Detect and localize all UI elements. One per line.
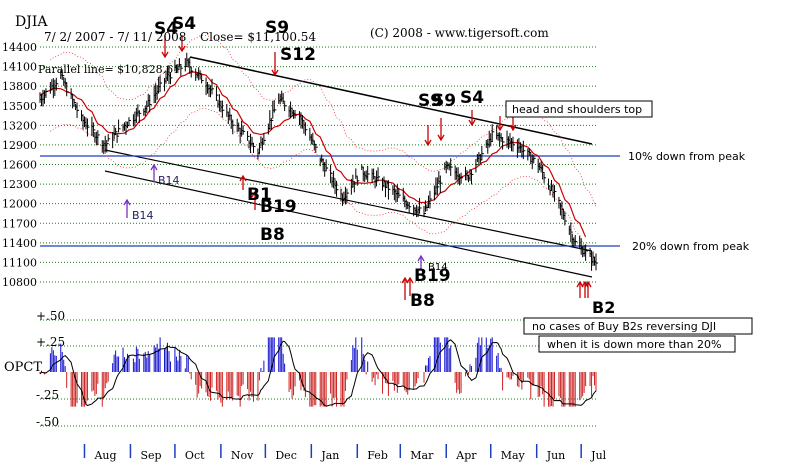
sell-arrow-head — [271, 69, 279, 77]
opct-tick-m50: -.50 — [36, 415, 59, 429]
sell-arrow-head — [437, 134, 445, 142]
opct-indicator — [39, 319, 597, 427]
month-label: May — [501, 449, 526, 462]
signal-b14-b: B14 — [158, 174, 180, 187]
upper-trendline — [189, 56, 593, 145]
price-tick-label: 11100 — [2, 256, 37, 269]
note-line-2: when it is down more than 20% — [547, 338, 721, 351]
month-label: Nov — [231, 449, 254, 462]
month-label: Mar — [410, 449, 434, 462]
signal-b14-c: B14 — [428, 262, 448, 273]
trend-channel — [40, 56, 620, 278]
buy-arrow-head — [251, 190, 259, 198]
signal-b2: B2 — [592, 298, 615, 317]
upper-band — [50, 34, 597, 208]
price-tick-label: 12600 — [2, 159, 37, 172]
opct-label: OPCT — [4, 360, 42, 375]
sell-arrow-head — [161, 51, 169, 59]
note-box-1 — [523, 317, 753, 335]
price-tick-label: 13200 — [2, 119, 37, 132]
month-label: Oct — [185, 449, 205, 462]
ten-percent-label: 10% down from peak — [628, 150, 746, 163]
signal-s9-c: S9 — [432, 91, 456, 111]
opct-tick-p25: +.25 — [36, 335, 65, 349]
opct-tick-p50: +.50 — [36, 309, 65, 323]
price-tick-label: 13500 — [2, 100, 37, 113]
moving-average — [39, 71, 587, 238]
signal-s4-b: S4 — [172, 14, 196, 34]
buy-arrow-head — [406, 276, 414, 284]
price-tick-label: 11400 — [2, 237, 37, 250]
signal-s4-c: S4 — [460, 88, 484, 108]
buy-arrow-head — [576, 280, 584, 288]
sell-arrow-head — [424, 139, 432, 147]
month-label: Apr — [455, 449, 477, 462]
signal-arrows — [123, 35, 592, 300]
month-label: Jun — [546, 449, 566, 462]
price-tick-label: 10800 — [2, 276, 37, 289]
date-range: 7/ 2/ 2007 - 7/ 11/ 2008 — [44, 30, 186, 44]
month-label: Sep — [140, 449, 161, 462]
head-shoulders-label: head and shoulders top — [512, 103, 642, 116]
price-tick-label: 12300 — [2, 178, 37, 191]
signal-b19-b: B19 — [414, 266, 451, 286]
head-shoulders-box — [505, 100, 653, 118]
parallel-line-label: Parallel line= $10,828.61 — [38, 63, 180, 76]
sell-arrow-head — [178, 45, 186, 53]
month-axis: Aug Sep Oct Nov Dec Jan Feb Mar Apr May Jun Jul — [83, 444, 607, 462]
signal-s12: S12 — [280, 45, 316, 65]
price-tick-label: 14100 — [2, 61, 37, 74]
middle-trendline — [104, 149, 593, 252]
signal-b8-a: B8 — [260, 225, 285, 245]
price-tick-label: 13800 — [2, 80, 37, 93]
twenty-percent-label: 20% down from peak — [632, 240, 750, 253]
signal-b14-a: B14 — [132, 209, 154, 222]
price-bars — [39, 52, 598, 271]
buy-arrow-b14-head — [123, 198, 131, 206]
price-axis: 14400 14100 13800 13500 13200 12900 12600 12300… — [2, 41, 37, 289]
note-line-1: no cases of Buy B2s reversing DJI — [532, 320, 716, 333]
signal-b1: B1 — [247, 185, 272, 205]
buy-arrow-head — [401, 276, 409, 284]
month-label: Dec — [275, 449, 297, 462]
ma-line — [39, 71, 587, 238]
price-tick-label: 14400 — [2, 41, 37, 54]
month-label: Aug — [93, 449, 116, 462]
buy-arrow-head — [584, 280, 592, 288]
signal-b8-b: B8 — [410, 291, 435, 311]
lower-trendline — [104, 170, 593, 278]
month-label: Jan — [320, 449, 339, 462]
price-tick-label: 12900 — [2, 139, 37, 152]
buy-arrow-b14-head — [417, 254, 425, 262]
opct-signal-line — [39, 339, 597, 407]
signal-s9-b: S9 — [418, 91, 442, 111]
signal-b19-a: B19 — [260, 197, 297, 217]
signal-s4-a: S4 — [154, 19, 178, 39]
sell-arrow-head — [509, 124, 517, 132]
sell-arrow-head — [496, 124, 504, 132]
price-gridlines — [40, 46, 596, 283]
opct-tick-m25: -.25 — [36, 388, 59, 402]
close-price: Close= $11,100.54 — [200, 30, 316, 44]
signal-s9-a: S9 — [265, 18, 289, 38]
note-box-2 — [538, 335, 736, 353]
price-tick-label: 12000 — [2, 198, 37, 211]
chart-title: DJIA — [15, 14, 48, 30]
buy-arrow-b14-head — [150, 163, 158, 171]
month-label: Jul — [590, 449, 606, 462]
buy-arrow-head — [581, 280, 589, 288]
month-label: Feb — [367, 449, 388, 462]
buy-arrow-head — [239, 174, 247, 182]
price-tick-label: 11700 — [2, 217, 37, 230]
copyright: (C) 2008 - www.tigersoft.com — [370, 26, 549, 40]
sell-arrow-head — [468, 119, 476, 127]
